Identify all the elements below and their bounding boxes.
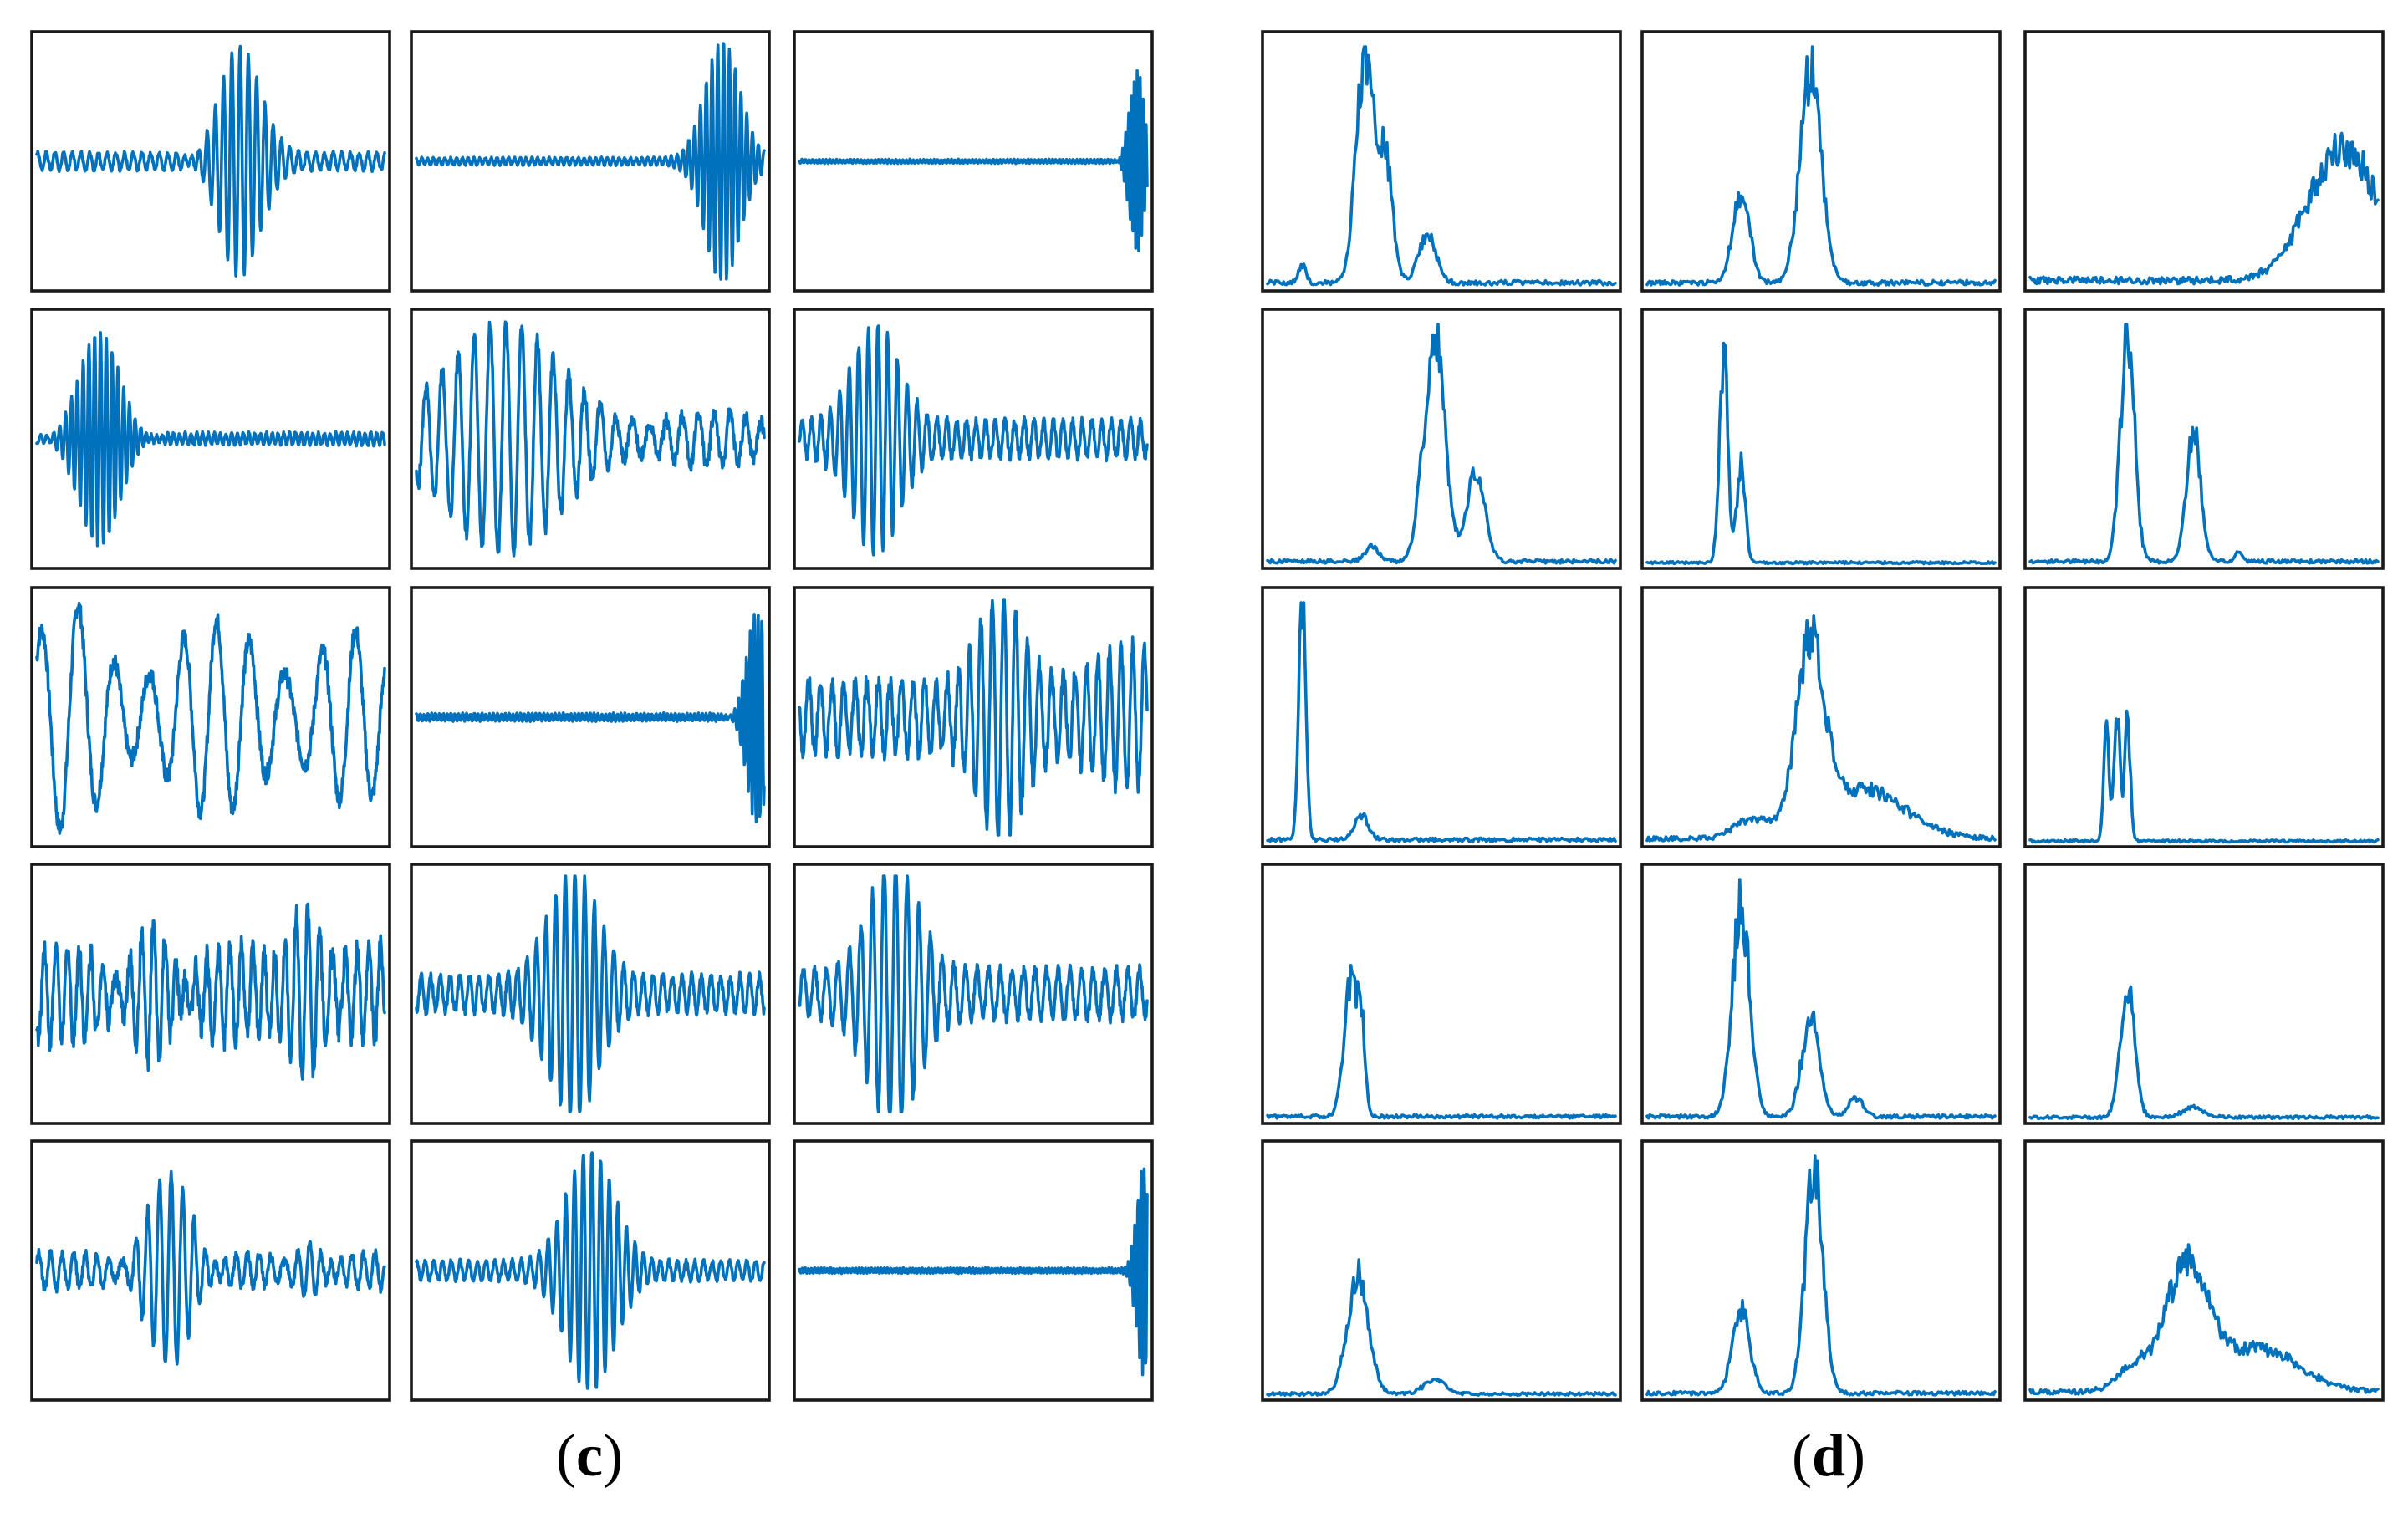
- series-line: [1645, 1154, 1997, 1397]
- subplot-c-2-3: [793, 308, 1154, 570]
- series-line: [1266, 964, 1617, 1120]
- series-line: [798, 598, 1149, 837]
- subplot-c-1-3: [793, 30, 1154, 293]
- subplot-frame: [2023, 1139, 2385, 1402]
- series-line: [2028, 985, 2380, 1121]
- series-line: [798, 69, 1149, 252]
- series-line: [798, 324, 1149, 557]
- subplot-d-5-3: [2023, 1139, 2385, 1402]
- series-line: [1266, 45, 1617, 287]
- subplot-c-1-1: [30, 30, 391, 293]
- subplot-d-4-3: [2023, 863, 2385, 1125]
- subplot-d-3-1: [1261, 586, 1622, 848]
- series-line: [2028, 131, 2380, 286]
- subplot-c-1-2: [410, 30, 771, 293]
- series-line: [2028, 709, 2380, 844]
- series-line: [1266, 323, 1617, 565]
- panel-c-grid: [30, 30, 1154, 1402]
- subplot-c-2-2: [410, 308, 771, 570]
- series-line: [35, 44, 386, 278]
- series-line: [415, 320, 766, 558]
- subplot-d-1-3: [2023, 30, 2385, 293]
- subplot-d-5-1: [1261, 1139, 1622, 1402]
- subplot-frame: [1261, 30, 1622, 293]
- subplot-d-5-2: [1640, 1139, 2002, 1402]
- series-line: [415, 613, 766, 823]
- panel-d-grid: [1261, 30, 2385, 1402]
- series-line: [35, 331, 386, 548]
- subplot-d-2-1: [1261, 308, 1622, 570]
- series-line: [35, 1169, 386, 1366]
- series-line: [798, 1167, 1149, 1377]
- series-line: [35, 601, 386, 835]
- series-line: [1266, 1258, 1617, 1397]
- subplot-d-1-1: [1261, 30, 1622, 293]
- subplot-c-4-3: [793, 863, 1154, 1125]
- series-line: [1266, 601, 1617, 843]
- series-line: [1645, 45, 1997, 287]
- series-line: [2028, 1243, 2380, 1396]
- series-line: [2028, 323, 2380, 565]
- subplot-frame: [1261, 308, 1622, 570]
- subplot-c-3-3: [793, 586, 1154, 848]
- series-line: [1645, 614, 1997, 843]
- subplot-c-4-2: [410, 863, 771, 1125]
- subplot-frame: [1640, 586, 2002, 848]
- subplot-frame: [1261, 586, 1622, 848]
- subplot-frame: [1261, 863, 1622, 1125]
- subplot-frame: [1640, 1139, 2002, 1402]
- series-line: [35, 902, 386, 1081]
- subplot-c-3-1: [30, 586, 391, 848]
- subplot-d-2-2: [1640, 308, 2002, 570]
- subplot-c-4-1: [30, 863, 391, 1125]
- panel-c-label: (c): [556, 1422, 623, 1489]
- subplot-d-2-3: [2023, 308, 2385, 570]
- subplot-d-4-2: [1640, 863, 2002, 1125]
- subplot-c-3-2: [410, 586, 771, 848]
- subplot-frame: [2023, 863, 2385, 1125]
- series-line: [415, 1151, 766, 1390]
- subplot-frame: [2023, 586, 2385, 848]
- subplot-frame: [1261, 1139, 1622, 1402]
- subplot-d-4-1: [1261, 863, 1622, 1125]
- subplot-frame: [30, 1139, 391, 1402]
- subplot-c-5-2: [410, 1139, 771, 1402]
- subplot-frame: [1640, 308, 2002, 570]
- subplot-frame: [2023, 30, 2385, 293]
- series-line: [798, 874, 1149, 1113]
- subplot-frame: [1640, 863, 2002, 1125]
- series-line: [1645, 341, 1997, 566]
- series-line: [1645, 878, 1997, 1120]
- series-line: [415, 874, 766, 1113]
- subplot-c-5-3: [793, 1139, 1154, 1402]
- subplot-d-3-3: [2023, 586, 2385, 848]
- subplot-d-3-2: [1640, 586, 2002, 848]
- subplot-c-2-1: [30, 308, 391, 570]
- subplot-d-1-2: [1640, 30, 2002, 293]
- series-line: [415, 42, 766, 281]
- panel-d-label: (d): [1791, 1422, 1865, 1489]
- subplot-c-5-1: [30, 1139, 391, 1402]
- subplot-frame: [30, 586, 391, 848]
